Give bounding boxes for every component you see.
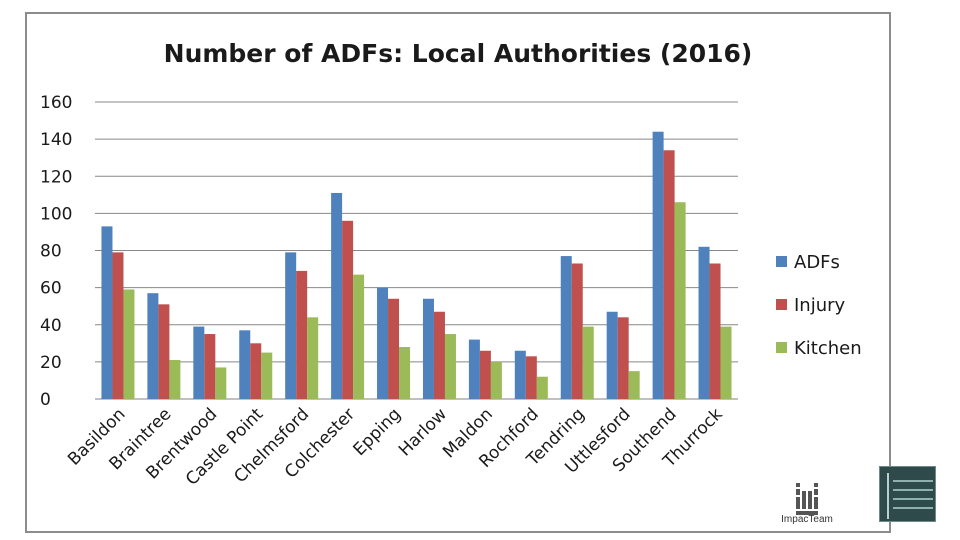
bar-kitchen-southend <box>674 202 686 399</box>
y-tick-label: 40 <box>40 316 62 336</box>
bar-injury-basildon <box>112 252 124 399</box>
legend-label-adfs: ADFs <box>794 252 840 273</box>
chart-title: Number of ADFs: Local Authorities (2016) <box>164 39 753 68</box>
bar-adfs-basildon <box>101 226 113 399</box>
bar-adfs-chelmsford <box>285 252 297 399</box>
bar-injury-castle-point <box>250 343 262 399</box>
bar-kitchen-epping <box>399 347 411 399</box>
impacteam-logo-icon <box>796 483 818 515</box>
bar-injury-thurrock <box>709 263 721 399</box>
bar-injury-epping <box>388 298 400 399</box>
bar-injury-harlow <box>433 311 445 399</box>
bar-adfs-brentwood <box>193 326 205 399</box>
bar-adfs-tendring <box>560 256 572 399</box>
y-tick-label: 120 <box>40 167 72 187</box>
y-tick-label: 100 <box>40 204 72 224</box>
bar-kitchen-tendring <box>582 326 594 399</box>
bar-kitchen-thurrock <box>720 326 732 399</box>
bar-kitchen-maldon <box>490 361 502 399</box>
bar-kitchen-brentwood <box>215 367 227 399</box>
bar-adfs-colchester <box>331 192 343 399</box>
bar-kitchen-colchester <box>353 274 365 399</box>
bar-adfs-castle-point <box>239 330 251 399</box>
bar-adfs-rochford <box>514 350 526 399</box>
bars <box>101 131 732 399</box>
impacteam-logo-text: ImpacTeam <box>781 514 833 525</box>
bar-injury-tendring <box>571 263 583 399</box>
bar-adfs-harlow <box>422 298 434 399</box>
y-tick-label: 20 <box>40 353 62 373</box>
bar-injury-rochford <box>525 356 537 399</box>
legend-label-kitchen: Kitchen <box>794 338 862 359</box>
y-axis-ticks: 0 20 40 60 80 100 120 140 160 <box>40 93 72 410</box>
x-category-label: Epping <box>349 404 405 460</box>
y-tick-label: 0 <box>40 390 51 410</box>
legend-swatch-injury <box>776 299 787 310</box>
bar-kitchen-chelmsford <box>307 317 319 399</box>
bar-adfs-thurrock <box>698 246 710 399</box>
bar-injury-southend <box>663 150 675 399</box>
bar-kitchen-castle-point <box>261 352 273 399</box>
legend-label-injury: Injury <box>794 295 846 316</box>
y-tick-label: 60 <box>40 279 62 299</box>
bar-kitchen-uttlesford <box>628 371 640 399</box>
bar-adfs-braintree <box>147 293 159 399</box>
grid-lines <box>95 101 738 400</box>
bar-kitchen-harlow <box>444 334 456 399</box>
bar-kitchen-basildon <box>123 289 135 399</box>
bar-injury-braintree <box>158 304 170 399</box>
bar-injury-chelmsford <box>296 270 308 399</box>
legend-swatch-adfs <box>776 256 787 267</box>
bar-injury-colchester <box>342 220 354 399</box>
bar-adfs-uttlesford <box>606 311 618 399</box>
bar-kitchen-braintree <box>169 360 181 399</box>
y-tick-label: 80 <box>40 242 62 262</box>
research-network-logo-icon <box>879 466 936 522</box>
y-tick-label: 140 <box>40 130 72 150</box>
y-tick-label: 160 <box>40 93 72 113</box>
legend: ADFs Injury Kitchen <box>776 252 862 359</box>
bar-injury-uttlesford <box>617 317 629 399</box>
bar-injury-maldon <box>479 350 491 399</box>
chart-frame <box>25 12 891 533</box>
bar-adfs-maldon <box>468 339 480 399</box>
bar-adfs-epping <box>377 287 389 399</box>
bar-injury-brentwood <box>204 334 216 399</box>
bar-adfs-southend <box>652 131 664 399</box>
bar-kitchen-rochford <box>536 376 548 399</box>
legend-swatch-kitchen <box>776 342 787 353</box>
